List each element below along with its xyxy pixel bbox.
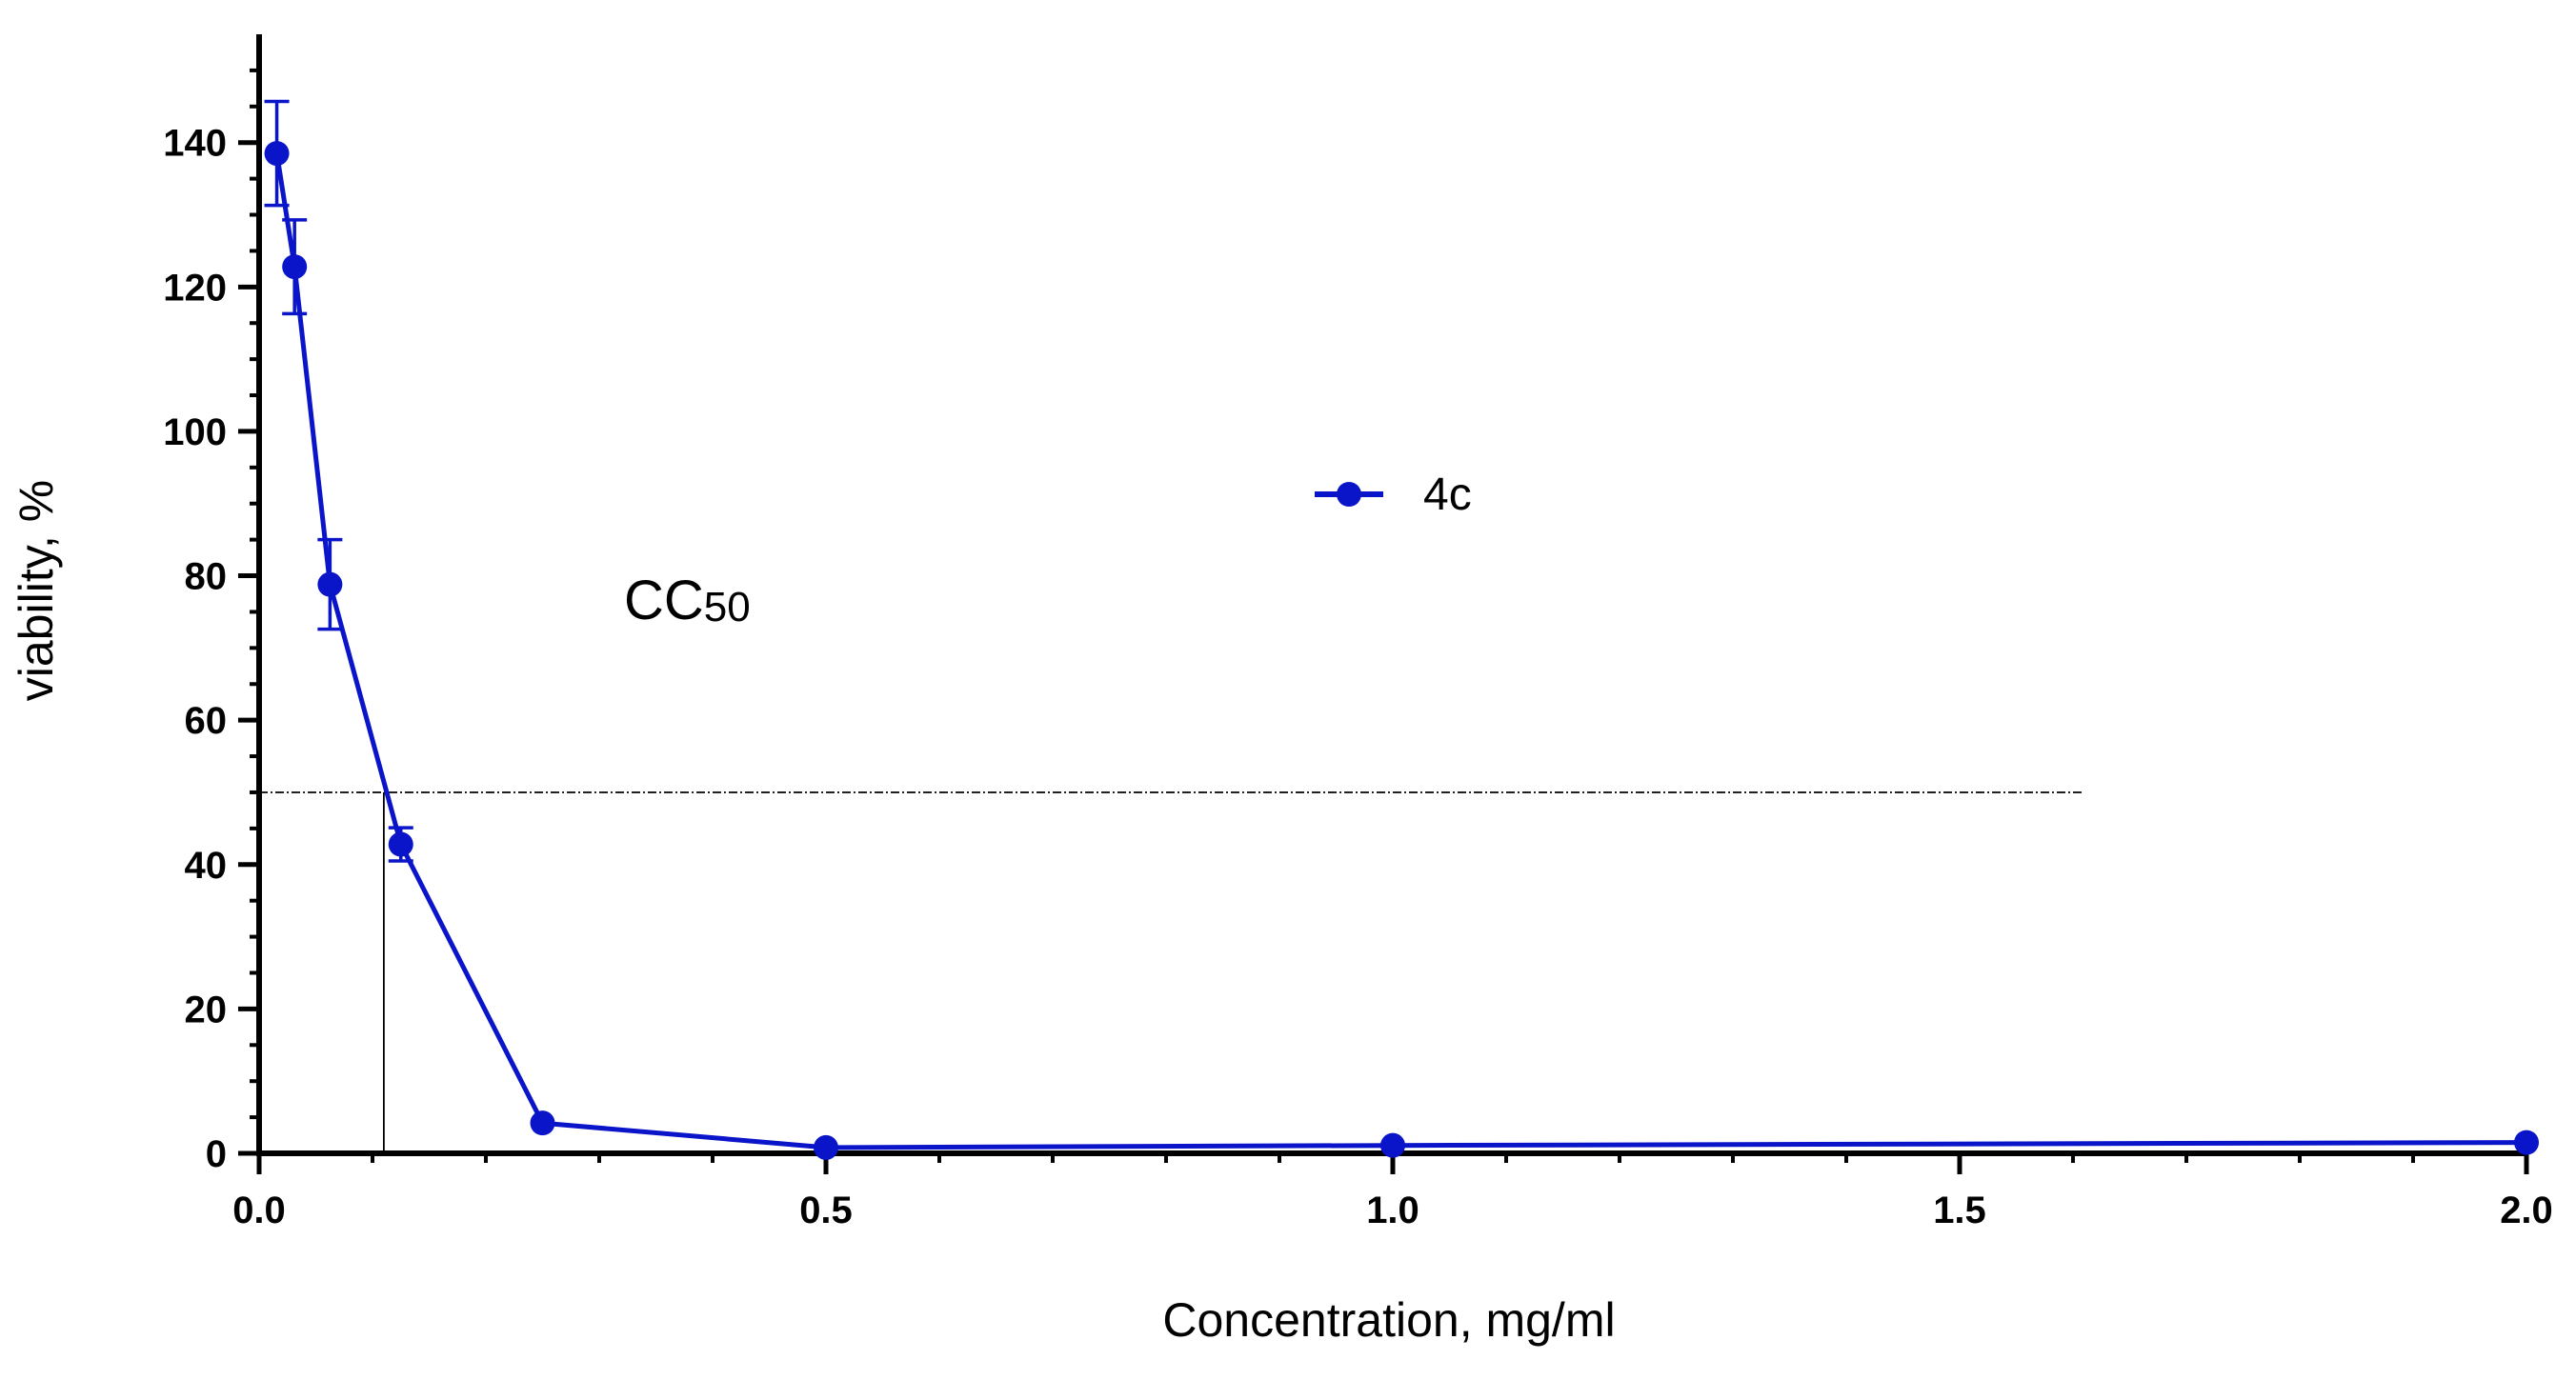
data-point xyxy=(264,141,290,167)
reference-lines xyxy=(259,791,2084,1153)
x-tick-label: 1.0 xyxy=(1366,1190,1419,1231)
legend-marker xyxy=(1337,482,1361,507)
x-axis-label: Concentration, mg/ml xyxy=(1162,1293,1615,1347)
data-point xyxy=(388,831,413,857)
y-tick-label: 100 xyxy=(163,411,227,453)
data-point xyxy=(282,254,308,280)
y-tick-label: 80 xyxy=(185,556,228,598)
data-point xyxy=(317,571,343,597)
x-tick-label: 0.5 xyxy=(799,1190,853,1231)
cc50-annotation-subscript: 50 xyxy=(704,584,751,630)
legend: 4c xyxy=(1315,470,1472,520)
y-tick-label: 20 xyxy=(185,989,228,1030)
data-point xyxy=(2514,1130,2539,1155)
axes: 0 20 40 60 80 100 120 140 0.0 0.5 1.0 1.5 2.0 xyxy=(163,34,2553,1231)
y-tick-label: 0 xyxy=(206,1133,227,1175)
y-axis-label: viability, % xyxy=(10,480,63,701)
x-tick-label: 1.5 xyxy=(1933,1190,1986,1231)
y-tick-label: 40 xyxy=(185,845,228,887)
x-tick-label: 2.0 xyxy=(2500,1190,2553,1231)
data-point xyxy=(530,1110,555,1136)
y-tick-label: 120 xyxy=(163,267,227,309)
data-point xyxy=(1380,1132,1405,1158)
legend-label: 4c xyxy=(1423,470,1472,520)
y-tick-label: 60 xyxy=(185,700,228,742)
series-4c xyxy=(264,99,2539,1160)
cc50-annotation: CC50 xyxy=(624,570,751,631)
x-tick-label: 0.0 xyxy=(232,1190,286,1231)
cc50-annotation-main: CC xyxy=(624,570,704,631)
y-tick-label: 140 xyxy=(163,123,227,165)
series-line xyxy=(274,152,2527,1150)
data-point xyxy=(814,1134,838,1160)
